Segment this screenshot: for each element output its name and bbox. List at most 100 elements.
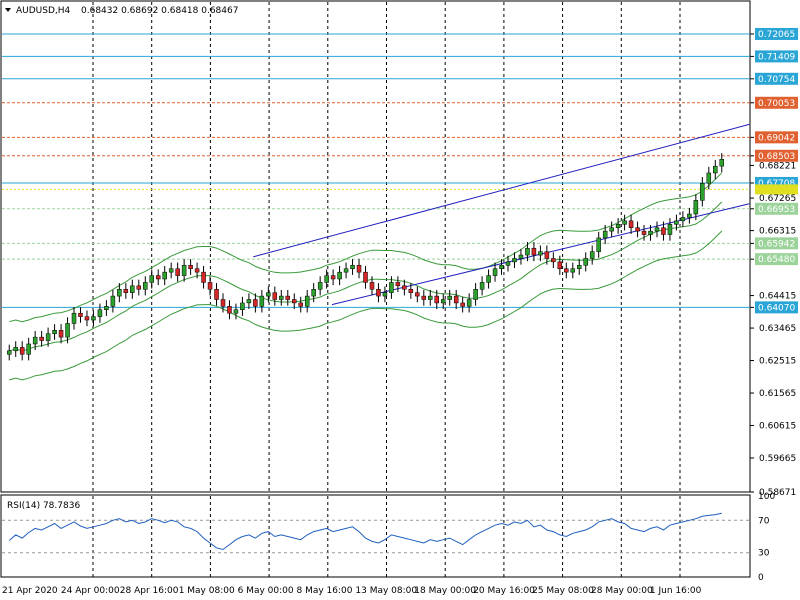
candle-body [19, 347, 25, 355]
rsi-plot-frame [0, 494, 751, 578]
x-tick-label: 13 May 08:00 [355, 586, 417, 596]
candle-body [246, 299, 252, 304]
upper-band [9, 172, 723, 323]
candle-body [65, 323, 70, 338]
candle-body [259, 295, 265, 307]
candle-body [155, 275, 161, 280]
candle-body [577, 265, 582, 269]
candle-body [188, 265, 193, 269]
candle-body [654, 227, 660, 232]
candle-body [207, 282, 213, 290]
rsi-line [8, 512, 722, 551]
y-tick-label: 0.67265 [759, 194, 796, 204]
candle-body [304, 295, 310, 307]
candle-body [175, 268, 180, 276]
candle-body [363, 271, 368, 283]
x-tick-label: 25 May 08:00 [532, 586, 594, 596]
y-tick-label: 0.58671 [759, 488, 796, 498]
candle-body [648, 230, 653, 235]
x-tick-label: 1 May 08:00 [179, 586, 235, 596]
y-tick-label: 0.68221 [759, 161, 796, 171]
level-tag-0.70754 [755, 72, 798, 85]
candle-body [570, 268, 576, 273]
candle-body [499, 265, 504, 269]
x-tick-label: 1 Jun 16:00 [650, 586, 702, 596]
y-tick-label: 0.63465 [759, 324, 796, 334]
y-tick-label: 0.61565 [759, 389, 796, 399]
candle-body [628, 220, 634, 228]
candle-body [564, 268, 569, 273]
candle-body [298, 302, 303, 307]
candle-body [602, 230, 608, 239]
level-tag-text: 0.66953 [758, 205, 795, 215]
candle-body [667, 224, 673, 235]
level-tag-text: 0.68503 [758, 152, 795, 162]
candle-body [71, 312, 77, 324]
y-tick-label: 0.60615 [759, 422, 796, 432]
candle-body [700, 182, 705, 201]
candle-body [356, 265, 362, 273]
level-tag-0.65942 [755, 237, 798, 250]
candle-body [641, 230, 647, 235]
level-tag-text: 0.70754 [758, 75, 795, 85]
candle-body [434, 295, 440, 304]
candle-body [596, 237, 601, 252]
candle-body [253, 299, 258, 307]
candle-body [505, 261, 511, 266]
candle-body [687, 213, 692, 218]
candle-body [492, 268, 498, 276]
candle-body [531, 247, 537, 256]
candle-body [130, 285, 135, 293]
candle-body [32, 336, 38, 345]
candle-body [162, 271, 167, 280]
x-tick-label: 6 May 00:00 [238, 586, 294, 596]
y-tick-label: 0.64415 [759, 292, 796, 302]
candle-body [518, 254, 524, 259]
x-tick-label: 8 May 16:00 [297, 586, 353, 596]
candle-body [272, 292, 278, 300]
candle-body [635, 227, 640, 232]
candle-body [78, 312, 83, 317]
main-plot-frame [0, 0, 751, 493]
level-tag-text: 0.70053 [758, 99, 795, 109]
price-levels [2, 33, 750, 308]
channel-line-0 [253, 123, 750, 258]
rsi-tick-label: 100 [758, 492, 775, 502]
x-tick-label: 18 May 00:00 [414, 586, 476, 596]
candle-body [168, 268, 174, 273]
level-tag-text: 0.65480 [758, 255, 795, 265]
x-tick-label: 24 Apr 00:00 [61, 586, 120, 596]
candle-body [719, 159, 725, 167]
level-tag-0.72065 [755, 27, 798, 40]
candle-body [421, 295, 427, 300]
candle-body [324, 275, 329, 283]
candle-body [104, 306, 109, 311]
candle-body [557, 261, 563, 269]
level-tag-text: 0.65942 [758, 239, 795, 249]
candle-body [123, 288, 129, 293]
candle-body [525, 247, 530, 256]
candle-body [408, 288, 414, 293]
x-tick-label: 28 May 00:00 [591, 586, 653, 596]
x-tick-label: 20 May 16:00 [473, 586, 535, 596]
lower-band [9, 230, 723, 381]
level-tag-0.64070 [755, 301, 798, 314]
candle-body [214, 288, 219, 300]
candle-body [609, 227, 614, 232]
candle-body [544, 251, 550, 259]
candle-body [706, 172, 712, 184]
symbol-title: AUDUSD,H4 [16, 6, 71, 16]
candle-body [194, 268, 200, 273]
candle-body [84, 316, 90, 321]
level-tags: 0.72065 0.71409 0.70754 0.70053 0.69042 0.685… [755, 27, 798, 314]
candle-body [337, 271, 342, 280]
rsi-tick-label: 30 [758, 549, 770, 559]
symbol-dropdown-icon[interactable] [5, 8, 11, 12]
candle-body [149, 275, 154, 283]
candle-body [343, 268, 349, 273]
candle-body [45, 333, 51, 341]
candle-body [97, 309, 103, 317]
rsi-tick-label: 70 [758, 516, 770, 526]
y-tick-label: 0.66315 [759, 227, 796, 237]
